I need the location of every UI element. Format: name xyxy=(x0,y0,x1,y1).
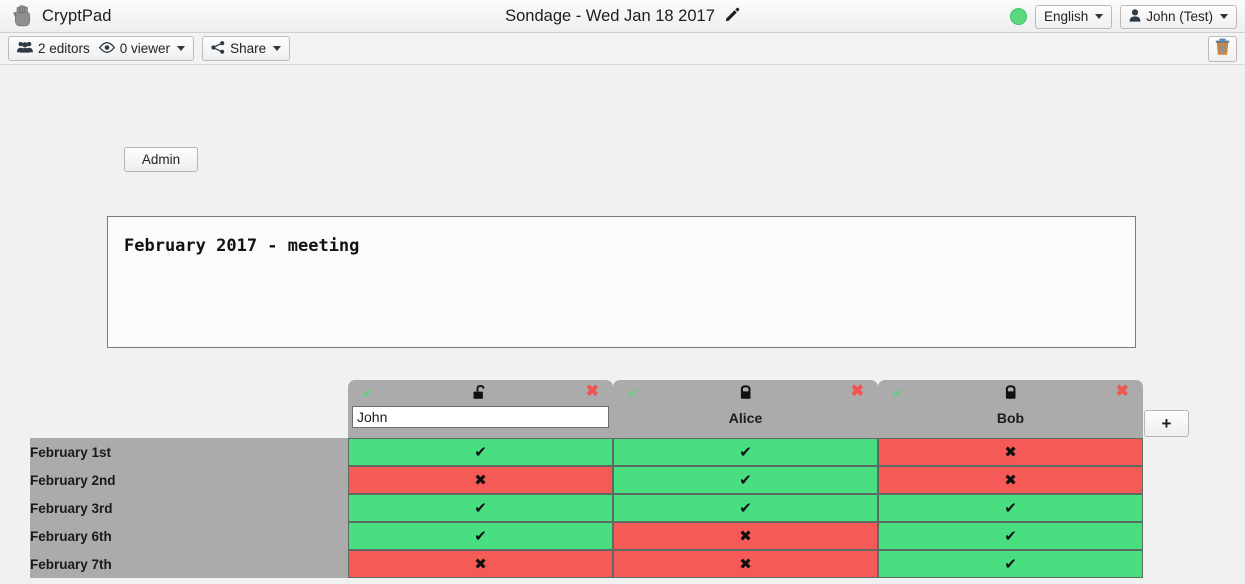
language-label: English xyxy=(1043,8,1089,24)
poll-vote-cell-1-2[interactable]: ✔ xyxy=(613,494,878,522)
poll-row: February 7th ✖ ✖ ✔ xyxy=(30,550,1143,578)
chevron-down-icon xyxy=(1220,14,1228,19)
document-title: Sondage - Wed Jan 18 2017 xyxy=(0,0,1245,33)
poll-table-head: ✔ ✖ xyxy=(30,380,1143,438)
poll-column-name-label-2: Bob xyxy=(996,410,1025,426)
poll-vote-cell-1-1[interactable]: ✔ xyxy=(613,466,878,494)
delete-pad-button[interactable] xyxy=(1208,36,1237,62)
poll-row: February 1st ✔ ✔ ✖ xyxy=(30,438,1143,466)
poll-vote-cell-1-4[interactable]: ✖ xyxy=(613,550,878,578)
close-icon[interactable]: ✖ xyxy=(1115,383,1129,400)
green-status-dot-icon xyxy=(1009,8,1027,25)
poll-column-header-0: ✔ ✖ xyxy=(348,380,613,438)
poll-column-controls-0: ✔ ✖ xyxy=(348,380,613,406)
poll-description-textarea[interactable] xyxy=(107,216,1136,348)
poll-row-label-3: February 6th xyxy=(30,522,348,550)
close-icon[interactable]: ✖ xyxy=(585,383,599,400)
poll-row-label-0: February 1st xyxy=(30,438,348,466)
unlock-icon[interactable] xyxy=(472,384,489,405)
viewers-count-label: 0 viewer xyxy=(119,40,171,56)
poll-vote-cell-0-3[interactable]: ✔ xyxy=(348,522,613,550)
user-icon xyxy=(1129,9,1141,25)
chevron-down-icon xyxy=(1095,14,1104,19)
poll-vote-cell-1-3[interactable]: ✖ xyxy=(613,522,878,550)
check-icon[interactable]: ✔ xyxy=(892,385,904,401)
poll-vote-cell-2-1[interactable]: ✖ xyxy=(878,466,1143,494)
poll-vote-cell-1-0[interactable]: ✔ xyxy=(613,438,878,466)
cryptpad-fist-logo-icon xyxy=(12,4,34,28)
user-menu-button[interactable]: John (Test) xyxy=(1120,4,1237,29)
eye-icon xyxy=(98,41,115,56)
plus-icon: + xyxy=(1161,414,1172,433)
admin-button-label: Admin xyxy=(141,152,181,167)
pencil-icon[interactable] xyxy=(725,7,740,27)
user-count-button[interactable]: 2 editors 0 viewer xyxy=(8,36,195,61)
brand[interactable]: CryptPad xyxy=(0,0,112,32)
poll-column-name-input-0[interactable] xyxy=(352,406,609,428)
poll-vote-cell-0-2[interactable]: ✔ xyxy=(348,494,613,522)
poll-column-controls-1: ✔ ✖ xyxy=(613,380,878,406)
poll-corner-cell xyxy=(30,380,348,438)
poll-vote-cell-0-0[interactable]: ✔ xyxy=(348,438,613,466)
poll-vote-cell-2-0[interactable]: ✖ xyxy=(878,438,1143,466)
close-icon[interactable]: ✖ xyxy=(850,383,864,400)
poll-row-label-4: February 7th xyxy=(30,550,348,578)
poll-row-label-1: February 2nd xyxy=(30,466,348,494)
share-label: Share xyxy=(230,40,267,56)
lock-icon[interactable] xyxy=(1002,384,1019,405)
poll-vote-cell-2-2[interactable]: ✔ xyxy=(878,494,1143,522)
top-toolbar: CryptPad Sondage - Wed Jan 18 2017 Engli… xyxy=(0,0,1245,33)
poll-vote-cell-2-3[interactable]: ✔ xyxy=(878,522,1143,550)
language-selector[interactable]: English xyxy=(1034,4,1113,29)
check-icon[interactable]: ✔ xyxy=(627,385,639,401)
poll-header-row: ✔ ✖ xyxy=(30,380,1143,438)
editors-count-label: 2 editors xyxy=(38,40,90,56)
chevron-down-icon xyxy=(177,46,186,51)
poll-column-name-wrap-2: Bob xyxy=(878,406,1143,432)
second-toolbar: 2 editors 0 viewer Share xyxy=(0,33,1245,65)
share-icon xyxy=(211,40,225,57)
trash-icon xyxy=(1215,38,1230,60)
poll-vote-cell-2-4[interactable]: ✔ xyxy=(878,550,1143,578)
check-icon[interactable]: ✔ xyxy=(362,385,374,401)
poll-vote-cell-0-4[interactable]: ✖ xyxy=(348,550,613,578)
users-icon xyxy=(17,41,33,56)
add-column-button[interactable]: + xyxy=(1144,410,1189,437)
poll-table-wrapper: ✔ ✖ xyxy=(30,380,1143,578)
poll-row: February 6th ✔ ✖ ✔ xyxy=(30,522,1143,550)
poll-content: Admin ✔ xyxy=(0,65,1245,582)
poll-table: ✔ ✖ xyxy=(30,380,1143,578)
admin-button[interactable]: Admin xyxy=(124,147,198,172)
share-button[interactable]: Share xyxy=(202,36,291,61)
poll-row: February 3rd ✔ ✔ ✔ xyxy=(30,494,1143,522)
poll-column-name-wrap-0 xyxy=(348,406,613,432)
poll-row: February 2nd ✖ ✔ ✖ xyxy=(30,466,1143,494)
poll-table-body: February 1st ✔ ✔ ✖ February 2nd ✖ ✔ ✖ February 3… xyxy=(30,438,1143,578)
document-title-text: Sondage - Wed Jan 18 2017 xyxy=(505,7,715,25)
user-label: John (Test) xyxy=(1146,8,1213,24)
poll-column-header-1: ✔ ✖ Alice xyxy=(613,380,878,438)
chevron-down-icon xyxy=(273,46,282,51)
poll-column-controls-2: ✔ ✖ xyxy=(878,380,1143,406)
poll-row-label-2: February 3rd xyxy=(30,494,348,522)
poll-column-name-label-1: Alice xyxy=(728,410,763,426)
lock-icon[interactable] xyxy=(737,384,754,405)
poll-vote-cell-0-1[interactable]: ✖ xyxy=(348,466,613,494)
top-toolbar-right: English John (Test) xyxy=(1009,0,1237,33)
poll-column-header-2: ✔ ✖ Bob xyxy=(878,380,1143,438)
poll-column-name-wrap-1: Alice xyxy=(613,406,878,432)
brand-label: CryptPad xyxy=(42,6,112,25)
